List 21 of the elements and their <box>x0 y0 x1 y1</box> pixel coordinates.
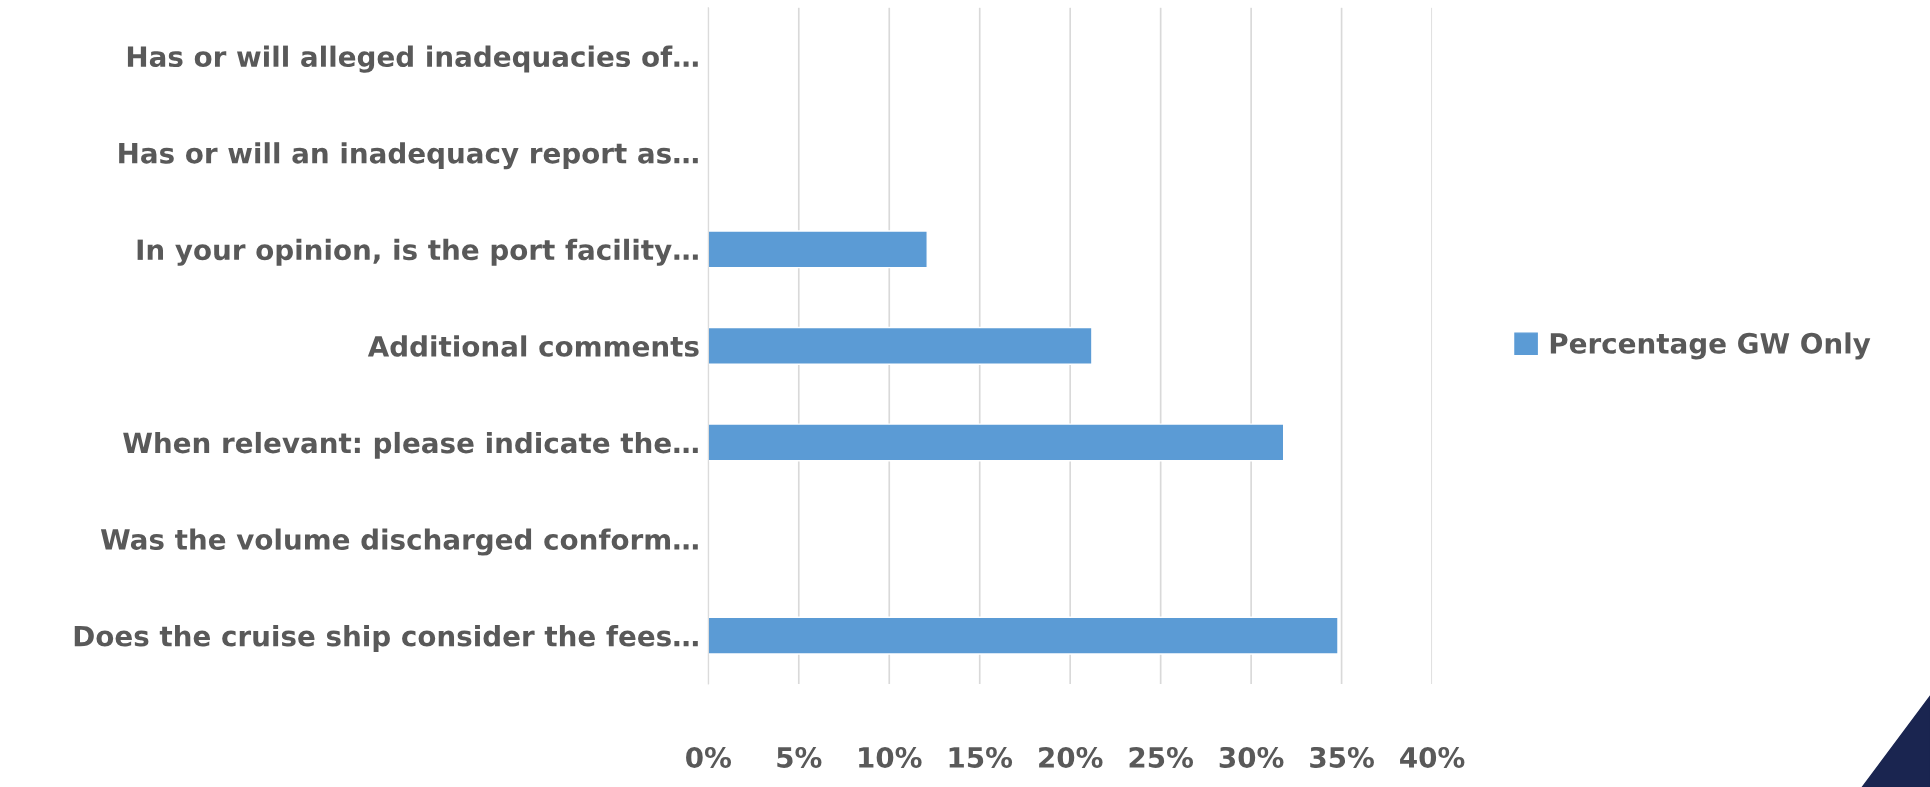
x-tick-label: 35% <box>1310 746 1374 768</box>
x-tick-label: 30% <box>1219 746 1284 768</box>
bar <box>708 616 1339 655</box>
y-tick-label: Has or will alleged inadequacies of… <box>127 45 698 73</box>
x-tick-label: 0% <box>686 746 732 768</box>
y-tick-label: In your opinion, is the port facility… <box>137 238 698 266</box>
y-tick-label: Additional comments <box>367 335 699 357</box>
y-tick-label: Does the cruise ship consider the fees… <box>74 625 698 652</box>
bar <box>708 423 1285 462</box>
x-tick-label: 20% <box>1039 746 1103 768</box>
x-tick-label: 40% <box>1400 746 1465 768</box>
x-tick-label: 10% <box>859 746 922 768</box>
x-tick-label: 5% <box>777 746 822 768</box>
bar <box>708 230 928 269</box>
bar <box>708 326 1093 365</box>
x-tick-label: 15% <box>949 746 1013 768</box>
legend-label: Percentage GW Only <box>1550 332 1871 360</box>
x-tick-label: 25% <box>1129 746 1194 768</box>
y-tick-label: Has or will an inadequacy report as… <box>119 142 698 170</box>
y-tick-label: Was the volume discharged conform… <box>100 528 698 556</box>
y-tick-label: When relevant: please indicate the… <box>123 431 698 459</box>
